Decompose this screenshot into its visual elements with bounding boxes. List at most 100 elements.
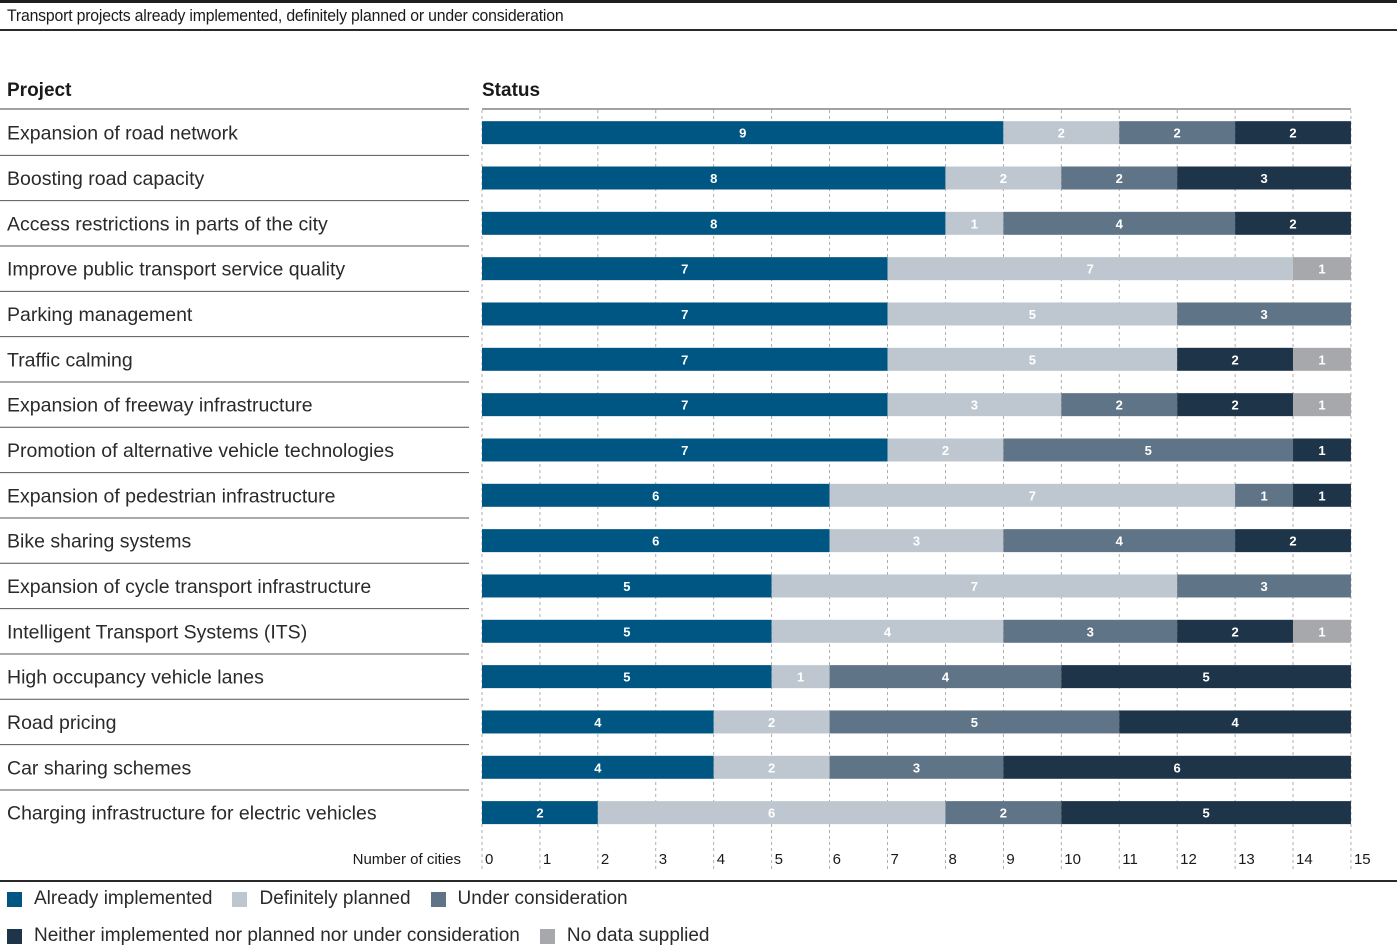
- data-label: 2: [768, 760, 775, 775]
- x-tick-label: 3: [659, 851, 667, 868]
- data-label: 5: [623, 579, 630, 594]
- bar-segment: [887, 257, 1294, 281]
- bar-segment: [1119, 710, 1351, 734]
- data-label: 8: [710, 216, 717, 231]
- legend-swatch: [7, 891, 22, 907]
- bar-segment: [1061, 166, 1178, 190]
- bar-segment: [887, 393, 1062, 417]
- top-rule: [0, 0, 1397, 3]
- bar-segment: [1177, 393, 1294, 417]
- data-label: 7: [971, 579, 978, 594]
- category-label: Road pricing: [7, 712, 116, 734]
- bar-segment: [713, 755, 830, 779]
- bar-segment: [887, 302, 1178, 326]
- data-label: 1: [1260, 488, 1267, 503]
- data-label: 1: [1318, 624, 1325, 639]
- legend-item: Already implemented: [7, 888, 212, 910]
- category-label: Expansion of road network: [7, 123, 238, 145]
- data-label: 2: [1116, 398, 1123, 413]
- bar-segment: [1177, 347, 1294, 371]
- x-tick-label: 10: [1064, 851, 1081, 868]
- data-label: 8: [710, 171, 717, 186]
- bar-segment: [945, 166, 1062, 190]
- status-column-header: Status: [482, 80, 541, 101]
- bar-segment: [829, 483, 1236, 507]
- bar-segment: [482, 483, 830, 507]
- x-tick-label: 7: [891, 851, 899, 868]
- bar-segment: [482, 619, 772, 643]
- data-label: 9: [739, 126, 746, 141]
- data-label: 2: [1000, 806, 1007, 821]
- bar-segment: [1061, 665, 1351, 689]
- data-label: 7: [681, 398, 688, 413]
- bar-segment: [482, 393, 888, 417]
- data-label: 2: [1231, 398, 1238, 413]
- category-label: High occupancy vehicle lanes: [7, 667, 264, 689]
- data-label: 3: [913, 534, 920, 549]
- data-label: 2: [1058, 126, 1065, 141]
- bar-segment: [1119, 121, 1236, 145]
- x-tick-label: 8: [948, 851, 956, 868]
- legend-swatch: [539, 928, 555, 944]
- data-label: 2: [1289, 126, 1296, 141]
- bar-segment: [482, 302, 888, 326]
- category-label: Expansion of pedestrian infrastructure: [7, 485, 335, 507]
- category-label: Boosting road capacity: [7, 168, 205, 190]
- legend-label: Neither implemented nor planned nor unde…: [34, 925, 520, 946]
- category-label: Expansion of freeway infrastructure: [7, 395, 313, 417]
- bar-segment: [1003, 121, 1120, 145]
- category-label: Car sharing schemes: [7, 757, 191, 779]
- bar-segment: [1177, 574, 1351, 598]
- data-label: 6: [1174, 760, 1181, 775]
- bar-segment: [482, 801, 598, 825]
- data-label: 6: [652, 488, 659, 503]
- data-label: 5: [971, 715, 978, 730]
- bar-segment: [829, 710, 1120, 734]
- bar-segment: [829, 529, 1004, 553]
- legend-item: No data supplied: [539, 925, 709, 947]
- data-label: 7: [1029, 488, 1036, 503]
- x-tick-label: 15: [1354, 851, 1371, 868]
- category-label: Improve public transport service quality: [7, 259, 345, 281]
- data-label: 3: [971, 398, 978, 413]
- bar-segment: [482, 710, 714, 734]
- category-label: Expansion of cycle transport infrastruct…: [7, 576, 371, 598]
- bar-segment: [1061, 393, 1178, 417]
- bar-segment: [482, 529, 830, 553]
- data-label: 7: [681, 262, 688, 277]
- bar-segment: [829, 755, 1004, 779]
- x-axis-label: Number of cities: [353, 851, 461, 868]
- data-label: 7: [681, 352, 688, 367]
- bar-segment: [482, 211, 946, 235]
- bar-segment: [482, 257, 888, 281]
- data-label: 3: [1260, 307, 1267, 322]
- data-label: 4: [594, 715, 602, 730]
- legend-swatch: [430, 891, 446, 907]
- bar-segment: [1293, 483, 1351, 507]
- legend-label: Under consideration: [457, 888, 628, 909]
- data-label: 1: [1318, 262, 1325, 277]
- data-label: 4: [1116, 216, 1124, 231]
- data-label: 2: [1174, 126, 1181, 141]
- data-label: 2: [1231, 624, 1238, 639]
- category-label: Traffic calming: [7, 349, 133, 371]
- data-label: 7: [681, 443, 688, 458]
- category-label: Charging infrastructure for electric veh…: [7, 803, 377, 825]
- bar-segment: [887, 438, 1004, 462]
- bar-segment: [1003, 211, 1236, 235]
- bar-segment: [829, 665, 1062, 689]
- bar-segment: [1293, 257, 1351, 281]
- data-label: 3: [1087, 624, 1094, 639]
- bar-segment: [945, 801, 1062, 825]
- data-label: 2: [1231, 352, 1238, 367]
- bar-segment: [1293, 619, 1351, 643]
- bar-segment: [1235, 529, 1351, 553]
- bar-segment: [482, 121, 1004, 145]
- x-tick-label: 1: [543, 851, 551, 868]
- legend-swatch: [232, 891, 248, 907]
- bar-segment: [1177, 619, 1294, 643]
- bar-segment: [1293, 438, 1351, 462]
- data-label: 4: [884, 624, 892, 639]
- bar-segment: [713, 710, 830, 734]
- x-tick-label: 12: [1180, 851, 1197, 868]
